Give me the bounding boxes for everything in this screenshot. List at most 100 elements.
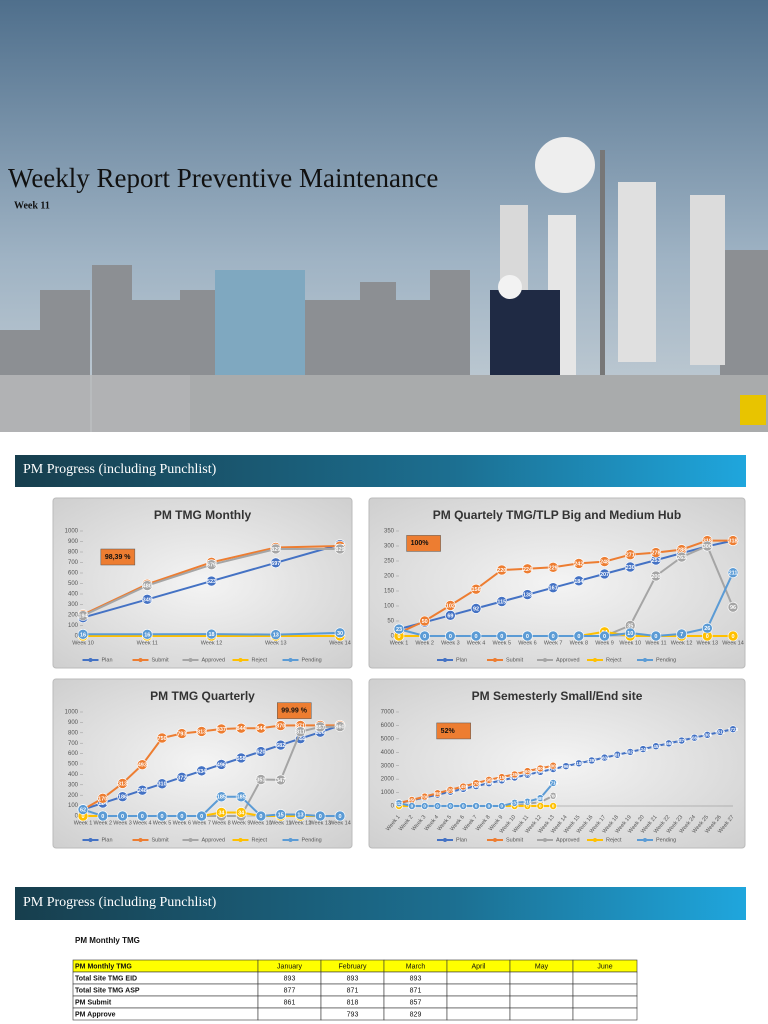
table-cell-text: 818 xyxy=(347,999,359,1006)
y-tick-label: 100 xyxy=(68,623,79,629)
data-label: 207 xyxy=(600,572,609,578)
x-tick-label: Week 4 xyxy=(467,640,486,646)
chart: PM Quartely TMG/TLP Big and Medium Hub 0 5… xyxy=(368,497,746,669)
data-label: 347 xyxy=(276,778,285,784)
table-cell xyxy=(572,971,638,985)
point xyxy=(459,802,468,810)
point xyxy=(664,739,673,748)
point xyxy=(295,809,306,820)
data-label: 253 xyxy=(651,558,660,564)
chart-title: PM Quartely TMG/TLP Big and Medium Hub xyxy=(433,508,681,522)
point xyxy=(446,786,455,794)
y-tick-label: 0 xyxy=(75,814,79,820)
point xyxy=(485,802,493,810)
data-label: 0 xyxy=(552,634,555,640)
table-cell xyxy=(509,995,574,1009)
y-tick-label: 300 xyxy=(68,782,79,788)
data-label: 950 xyxy=(434,791,442,796)
point xyxy=(176,772,188,783)
y-tick-label: 700 xyxy=(68,560,79,566)
legend-marker xyxy=(543,658,547,662)
legend-marker xyxy=(88,658,93,662)
data-label: 2600 xyxy=(522,769,533,774)
data-label: 229 xyxy=(549,565,558,571)
y-tick-label: 700 xyxy=(68,741,79,747)
data-label: 5300 xyxy=(702,733,713,738)
data-label: 3000 xyxy=(548,763,559,768)
data-label: 0 xyxy=(338,814,341,820)
table-cell-text: Total Site TMG EID xyxy=(75,975,137,982)
legend-marker xyxy=(443,838,447,842)
header-photo xyxy=(0,0,768,432)
y-tick-label: 200 xyxy=(68,793,79,799)
x-tick-label: Week 14 xyxy=(329,640,351,646)
table-cell xyxy=(572,983,638,997)
point xyxy=(470,630,482,642)
data-label: 1950 xyxy=(484,778,495,783)
table-cell xyxy=(446,995,511,1009)
annotation: 52% xyxy=(441,728,456,735)
y-tick-label: 100 xyxy=(384,604,395,610)
chart-title: PM TMG Quarterly xyxy=(150,689,255,703)
x-tick-label: Week 1 xyxy=(74,820,93,826)
data-label: 434 xyxy=(197,769,207,775)
point xyxy=(613,750,622,759)
data-label: 3816 xyxy=(612,752,623,757)
point xyxy=(624,561,636,573)
y-tick-label: 1000 xyxy=(65,529,79,535)
report-week: Week 11 xyxy=(14,200,50,211)
data-label: 0 xyxy=(706,634,709,640)
table-cell-text: 871 xyxy=(410,987,422,994)
table: PM Monthly TMG January February March April M… xyxy=(72,959,638,1021)
y-tick-label: 500 xyxy=(68,762,79,768)
point xyxy=(255,810,267,822)
point xyxy=(77,629,89,640)
x-tick-label: Week 11 xyxy=(137,640,158,646)
legend-label: Reject xyxy=(606,837,622,843)
legend-marker xyxy=(643,838,647,842)
point xyxy=(573,575,585,587)
point xyxy=(445,600,456,611)
data-label: 242 xyxy=(574,561,583,567)
data-label: 4452 xyxy=(651,744,662,749)
data-label: 5088 xyxy=(689,735,700,740)
data-label: 811 xyxy=(296,730,305,736)
data-label: 0 xyxy=(319,814,322,820)
point xyxy=(216,807,227,818)
point xyxy=(334,810,346,822)
table-cell xyxy=(257,1007,322,1021)
data-label: 0 xyxy=(500,634,503,640)
y-tick-label: 50 xyxy=(387,619,394,625)
data-label: 806 xyxy=(316,730,325,736)
legend-marker xyxy=(593,838,597,842)
x-tick-label: Week 13 xyxy=(265,640,287,646)
point xyxy=(496,564,508,576)
point xyxy=(97,810,109,822)
point xyxy=(275,774,286,786)
report-title: Weekly Report Preventive Maintenance xyxy=(8,163,438,193)
point xyxy=(156,778,168,790)
data-label: 23 xyxy=(396,627,402,633)
point xyxy=(485,776,493,784)
point xyxy=(334,627,346,639)
point xyxy=(729,725,737,733)
data-label: 185 xyxy=(237,795,246,801)
point xyxy=(676,551,687,563)
point xyxy=(216,791,227,803)
data-label: 13 xyxy=(273,633,279,639)
legend-label: Reject xyxy=(606,657,622,663)
point xyxy=(523,797,532,806)
chart: PM Semesterly Small/End site 0 1000 2000 300… xyxy=(368,678,746,849)
legend-marker xyxy=(188,658,193,662)
chart-panel xyxy=(52,678,353,849)
data-label: 351 xyxy=(256,777,265,783)
x-tick-label: Week 11 xyxy=(645,640,666,646)
y-tick-label: 250 xyxy=(384,559,395,565)
data-label: 0 xyxy=(654,634,657,640)
point xyxy=(639,745,647,753)
x-tick-label: Week 3 xyxy=(113,820,132,826)
data-label: 2968 xyxy=(561,764,572,769)
data-label: 318 xyxy=(524,799,532,804)
data-label: 30 xyxy=(337,631,343,637)
point xyxy=(626,748,635,756)
